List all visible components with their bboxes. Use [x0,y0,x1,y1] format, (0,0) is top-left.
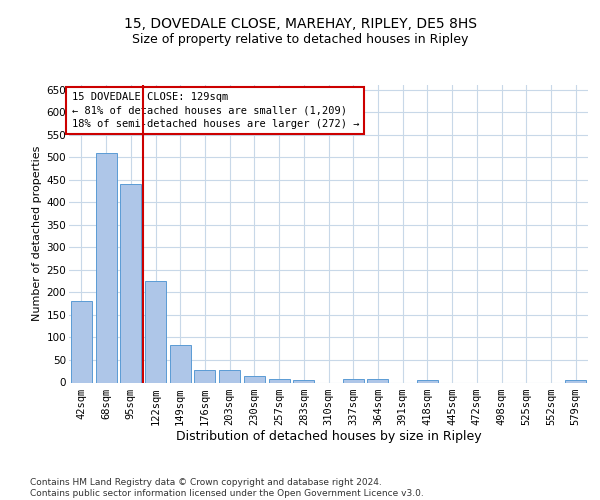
Bar [194,370,215,382]
Bar [71,302,92,382]
Text: Contains HM Land Registry data © Crown copyright and database right 2024.
Contai: Contains HM Land Registry data © Crown c… [30,478,424,498]
Bar [120,184,141,382]
Bar [219,370,240,382]
X-axis label: Distribution of detached houses by size in Ripley: Distribution of detached houses by size … [176,430,481,444]
Bar [244,376,265,382]
Y-axis label: Number of detached properties: Number of detached properties [32,146,43,322]
Bar [343,379,364,382]
Bar [170,345,191,383]
Bar [145,281,166,382]
Bar [417,380,438,382]
Text: Size of property relative to detached houses in Ripley: Size of property relative to detached ho… [132,32,468,46]
Bar [367,379,388,382]
Bar [565,380,586,382]
Text: 15 DOVEDALE CLOSE: 129sqm
← 81% of detached houses are smaller (1,209)
18% of se: 15 DOVEDALE CLOSE: 129sqm ← 81% of detac… [71,92,359,129]
Text: 15, DOVEDALE CLOSE, MAREHAY, RIPLEY, DE5 8HS: 15, DOVEDALE CLOSE, MAREHAY, RIPLEY, DE5… [124,18,476,32]
Bar [95,152,116,382]
Bar [269,379,290,382]
Bar [293,380,314,382]
